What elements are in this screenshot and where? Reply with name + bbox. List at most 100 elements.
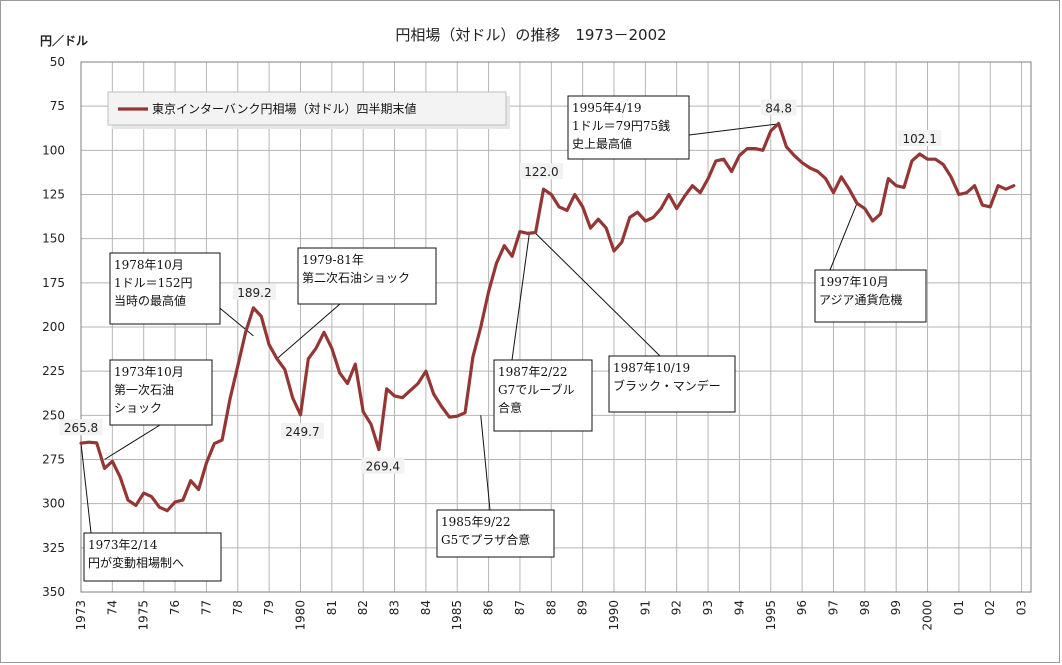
callout-box	[608, 355, 736, 413]
data-label-text: 102.1	[903, 132, 937, 146]
x-tick-label: 1980	[293, 600, 307, 631]
callout-box	[436, 509, 555, 558]
data-label-bg	[519, 163, 563, 180]
x-tick-label: 91	[638, 600, 652, 615]
data-label-text: 189.2	[237, 286, 271, 300]
callout-leader-line	[535, 233, 661, 357]
callout: 1987年10/19 ブラック・マンデー	[535, 233, 736, 413]
y-tick-label: 225	[42, 364, 65, 378]
callout-text: 1973年10月	[114, 365, 184, 379]
callout-box	[814, 269, 927, 323]
callout-text: ショック	[114, 401, 162, 415]
y-axis-unit-label: 円／ドル	[40, 33, 88, 48]
x-tick-label: 93	[701, 600, 715, 615]
plot-area	[80, 61, 1032, 593]
series-line	[79, 121, 1016, 513]
x-tick-label: 94	[732, 600, 746, 615]
callout-text: 1987年2/22	[498, 365, 568, 379]
data-label-text: 265.8	[64, 421, 98, 435]
x-tick-label: 1990	[607, 600, 621, 631]
legend: 東京インターバンク円相場（対ドル）四半期末値	[107, 91, 510, 129]
grid	[80, 61, 1031, 593]
y-tick-label: 100	[42, 143, 65, 157]
y-tick-label: 125	[42, 188, 65, 202]
x-tick-label: 82	[356, 600, 370, 615]
data-label-bg	[361, 457, 405, 474]
x-tick-label: 78	[231, 600, 245, 615]
x-tick-label: 1975	[137, 600, 151, 631]
callout-leader-line	[480, 415, 491, 511]
data-label: 84.8	[760, 99, 797, 116]
callout-text: 1997年10月	[819, 275, 889, 289]
callout-text: G5でプラザ合意	[441, 532, 530, 547]
x-tick-label: 84	[419, 600, 433, 615]
callout: 1985年9/22 G5でプラザ合意	[436, 415, 555, 558]
x-tick-label: 02	[983, 600, 997, 615]
y-axis: 50 75 100 125 150 175 200 225 250 275 300 325 350	[42, 55, 65, 599]
callout-text: 1987年10/19	[613, 361, 690, 375]
x-tick-label: 77	[199, 600, 213, 615]
y-tick-label: 300	[42, 497, 65, 511]
data-label-bg	[232, 283, 276, 300]
x-tick-label: 92	[670, 600, 684, 615]
x-axis: 1973 74 1975 76 77 78 79 1980 81 82 83 84 1985 86 87 88…	[74, 600, 1029, 631]
callout-text: 第二次石油ショック	[302, 271, 410, 285]
x-tick-label: 76	[168, 600, 182, 615]
x-tick-label: 74	[105, 600, 119, 615]
callout-box	[109, 252, 221, 325]
data-label: 265.8	[59, 419, 103, 436]
callout-text: 史上最高値	[572, 136, 632, 151]
data-label: 102.1	[898, 130, 942, 147]
data-label-text: 122.0	[524, 165, 558, 179]
callout-leader-line	[688, 123, 779, 136]
x-tick-label: 79	[262, 600, 276, 615]
data-label-text: 269.4	[366, 460, 400, 474]
x-tick-label: 01	[952, 600, 966, 615]
data-label-text: 249.7	[285, 425, 319, 439]
callout-box	[493, 359, 593, 432]
callout-leader-line	[829, 203, 858, 271]
y-tick-label: 250	[42, 408, 65, 422]
callout-text: 円が変動相場制へ	[88, 555, 184, 570]
callout-leader-line	[80, 443, 92, 534]
callout-text: 1ドル＝79円75銭	[572, 118, 670, 133]
x-tick-label: 97	[826, 600, 840, 615]
chart-title: 円相場（対ドル）の推移 1973－2002	[395, 26, 666, 44]
legend-label: 東京インターバンク円相場（対ドル）四半期末値	[152, 101, 416, 116]
callout-text: 合意	[498, 400, 522, 415]
y-tick-label: 200	[42, 320, 65, 334]
y-tick-label: 275	[42, 453, 65, 467]
callout-text: 1ドル＝152円	[114, 276, 193, 290]
x-tick-label: 89	[576, 600, 590, 615]
callout-text: 1995年4/19	[572, 101, 642, 115]
x-tick-label: 81	[325, 600, 339, 615]
callout-box	[297, 247, 437, 305]
callout-box	[83, 532, 222, 582]
x-tick-label: 1973	[74, 600, 88, 631]
x-tick-label: 83	[388, 600, 402, 615]
x-tick-label: 99	[889, 600, 903, 615]
callout-text: 1973年2/14	[88, 538, 158, 552]
data-label: 269.4	[361, 457, 405, 474]
data-label: 122.0	[519, 163, 563, 180]
callout-text: 1979-81年	[302, 253, 364, 267]
data-labels: 265.8 189.2 249.7 269.4 122.0 84.8 102.1	[59, 99, 942, 474]
legend-box	[107, 91, 507, 126]
x-tick-label: 1985	[450, 600, 464, 631]
callout-text: 第一次石油	[114, 383, 174, 397]
callout: 1973年2/14 円が変動相場制へ	[80, 443, 222, 582]
plot-border	[80, 61, 1032, 593]
x-tick-label: 98	[858, 600, 872, 615]
x-tick-label: 03	[1015, 600, 1029, 615]
x-tick-label: 2000	[921, 600, 935, 631]
callout-leader-line	[511, 233, 530, 361]
y-tick-label: 325	[42, 541, 65, 555]
callout-text: 当時の最高値	[114, 293, 186, 308]
